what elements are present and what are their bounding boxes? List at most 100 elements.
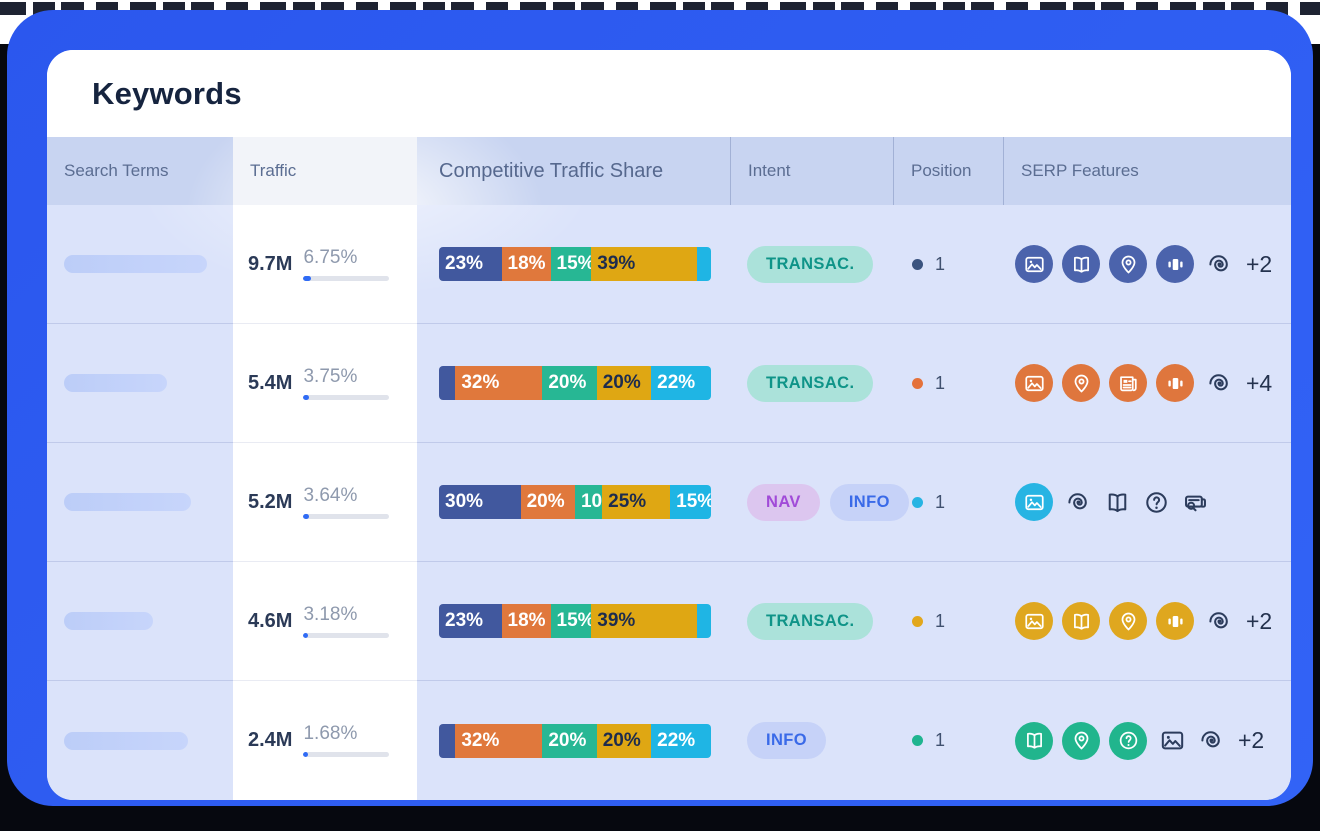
serp-feature-carousel-icon[interactable] bbox=[1156, 245, 1194, 283]
serp-feature-swirl-icon[interactable] bbox=[1206, 608, 1233, 635]
traffic-share-stacked-bar[interactable]: 23% 18% 15% 39% bbox=[439, 604, 711, 638]
competitive-traffic-share-cell: 32% 20% 20% 22% bbox=[417, 681, 730, 800]
table-row: 2.4M 1.68% 32% 20% 20% 22% INFO 1 +2 bbox=[47, 681, 1291, 800]
share-bar-segment[interactable]: 18% bbox=[501, 247, 551, 281]
serp-feature-news-icon[interactable] bbox=[1109, 364, 1147, 402]
traffic-value: 5.2M bbox=[248, 490, 293, 513]
share-bar-segment[interactable]: 22% bbox=[651, 723, 711, 758]
intent-cell: INFO bbox=[730, 681, 893, 800]
serp-features-cell: +2 bbox=[1003, 562, 1291, 681]
traffic-share-percent: 6.75% bbox=[303, 246, 358, 268]
traffic-progress-fill bbox=[303, 752, 308, 757]
column-header-traffic[interactable]: Traffic bbox=[233, 137, 417, 205]
traffic-progress-fill bbox=[303, 394, 309, 400]
serp-feature-location-icon[interactable] bbox=[1109, 602, 1147, 640]
search-term-cell[interactable] bbox=[47, 681, 233, 800]
traffic-cell: 5.4M 3.75% bbox=[233, 324, 417, 443]
column-header-position[interactable]: Position bbox=[893, 137, 1003, 205]
traffic-share-stacked-bar[interactable]: 32% 20% 20% 22% bbox=[439, 723, 711, 758]
column-header-search-terms[interactable]: Search Terms bbox=[64, 161, 169, 180]
column-header-competitive-traffic-share[interactable]: Competitive Traffic Share bbox=[439, 159, 664, 182]
serp-feature-question-icon[interactable] bbox=[1143, 489, 1170, 516]
share-bar-segment[interactable] bbox=[439, 723, 456, 758]
serp-more-count[interactable]: +2 bbox=[1238, 727, 1265, 753]
share-bar-segment[interactable]: 25% bbox=[602, 485, 671, 519]
traffic-share-stacked-bar[interactable]: 32% 20% 20% 22% bbox=[439, 366, 711, 400]
serp-more-count[interactable]: +4 bbox=[1246, 369, 1273, 396]
serp-feature-question-icon[interactable] bbox=[1109, 721, 1147, 760]
serp-feature-image-icon[interactable] bbox=[1015, 602, 1053, 640]
serp-feature-swirl-icon[interactable] bbox=[1198, 727, 1225, 754]
intent-badge[interactable]: INFO bbox=[747, 722, 827, 759]
position-cell: 1 bbox=[893, 562, 1003, 681]
traffic-share-stacked-bar[interactable]: 23% 18% 15% 39% bbox=[439, 247, 711, 281]
share-bar-segment[interactable]: 39% bbox=[591, 604, 698, 638]
search-term-cell[interactable] bbox=[47, 324, 233, 443]
intent-badge[interactable]: TRANSAC. bbox=[747, 602, 874, 640]
share-bar-segment[interactable]: 20% bbox=[520, 485, 575, 519]
serp-feature-location-icon[interactable] bbox=[1062, 721, 1100, 760]
intent-cell: TRANSAC. bbox=[730, 324, 893, 443]
search-term-skeleton bbox=[64, 612, 153, 630]
search-term-cell[interactable] bbox=[47, 205, 233, 324]
table-body: 9.7M 6.75% 23% 18% 15% 39% TRANSAC. 1 +2 5.4M 3.75… bbox=[47, 205, 1291, 800]
share-bar-segment[interactable]: 32% bbox=[455, 723, 543, 758]
traffic-progress-bar bbox=[303, 632, 390, 638]
serp-feature-book-icon[interactable] bbox=[1062, 602, 1100, 640]
serp-feature-book-icon[interactable] bbox=[1015, 721, 1053, 760]
traffic-share-stacked-bar[interactable]: 30% 20% 10 25% 15% bbox=[439, 485, 711, 519]
share-bar-segment[interactable]: 20% bbox=[542, 366, 597, 400]
share-bar-segment[interactable]: 32% bbox=[455, 366, 543, 400]
serp-feature-swirl-icon[interactable] bbox=[1206, 370, 1233, 397]
intent-badge[interactable]: TRANSAC. bbox=[747, 245, 874, 283]
share-bar-segment[interactable]: 39% bbox=[591, 247, 698, 281]
serp-feature-carousel-icon[interactable] bbox=[1156, 602, 1194, 640]
intent-badge[interactable]: TRANSAC. bbox=[747, 364, 874, 402]
serp-feature-location-icon[interactable] bbox=[1109, 245, 1147, 283]
share-bar-segment[interactable]: 20% bbox=[542, 723, 597, 758]
search-term-cell[interactable] bbox=[47, 443, 233, 562]
share-bar-segment[interactable]: 20% bbox=[596, 723, 652, 758]
share-bar-segment[interactable]: 23% bbox=[439, 247, 502, 281]
position-dot bbox=[912, 735, 923, 746]
share-bar-segment[interactable]: 15% bbox=[550, 247, 592, 281]
serp-feature-image-icon[interactable] bbox=[1015, 245, 1053, 283]
column-header-serp-features[interactable]: SERP Features bbox=[1003, 137, 1291, 205]
share-bar-segment[interactable]: 10 bbox=[574, 485, 603, 519]
serp-feature-related-searches-icon[interactable] bbox=[1182, 489, 1209, 516]
intent-badge[interactable]: INFO bbox=[829, 483, 909, 521]
serp-features-cell: +4 bbox=[1003, 324, 1291, 443]
traffic-value: 4.6M bbox=[248, 609, 293, 632]
share-bar-segment[interactable] bbox=[697, 247, 711, 281]
traffic-share-percent: 3.64% bbox=[303, 484, 358, 506]
intent-badge[interactable]: NAV bbox=[747, 483, 820, 521]
traffic-cell: 2.4M 1.68% bbox=[233, 681, 417, 800]
table-row: 5.4M 3.75% 32% 20% 20% 22% TRANSAC. 1 +4 bbox=[47, 324, 1291, 443]
traffic-progress-fill bbox=[303, 275, 312, 281]
serp-feature-swirl-icon[interactable] bbox=[1206, 251, 1233, 278]
share-bar-segment[interactable]: 15% bbox=[550, 604, 592, 638]
share-bar-segment[interactable] bbox=[697, 604, 711, 638]
serp-feature-location-icon[interactable] bbox=[1062, 364, 1100, 402]
serp-feature-image-icon[interactable] bbox=[1159, 727, 1186, 754]
share-bar-segment[interactable] bbox=[439, 366, 456, 400]
serp-feature-image-icon[interactable] bbox=[1015, 483, 1053, 521]
serp-feature-book-icon[interactable] bbox=[1104, 489, 1131, 516]
traffic-share-percent: 3.75% bbox=[303, 365, 358, 387]
share-bar-segment[interactable]: 30% bbox=[439, 485, 521, 519]
table-row: 9.7M 6.75% 23% 18% 15% 39% TRANSAC. 1 +2 bbox=[47, 205, 1291, 324]
serp-feature-book-icon[interactable] bbox=[1062, 245, 1100, 283]
share-bar-segment[interactable]: 20% bbox=[596, 366, 652, 400]
search-term-cell[interactable] bbox=[47, 562, 233, 681]
share-bar-segment[interactable]: 23% bbox=[439, 604, 502, 638]
share-bar-segment[interactable]: 15% bbox=[670, 485, 711, 519]
serp-feature-carousel-icon[interactable] bbox=[1156, 364, 1194, 402]
serp-more-count[interactable]: +2 bbox=[1246, 607, 1273, 634]
share-bar-segment[interactable]: 18% bbox=[501, 604, 551, 638]
serp-more-count[interactable]: +2 bbox=[1246, 250, 1273, 277]
position-cell: 1 bbox=[893, 443, 1003, 562]
serp-feature-image-icon[interactable] bbox=[1015, 364, 1053, 402]
share-bar-segment[interactable]: 22% bbox=[651, 366, 711, 400]
serp-feature-swirl-icon[interactable] bbox=[1065, 489, 1092, 516]
column-header-intent[interactable]: Intent bbox=[730, 137, 893, 205]
